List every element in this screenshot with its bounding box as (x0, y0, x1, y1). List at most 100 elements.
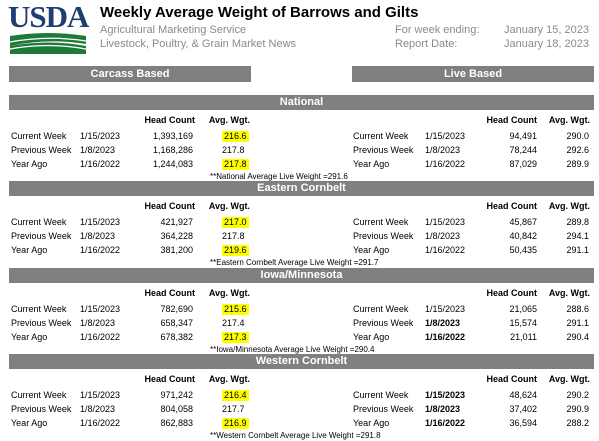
carcass-row-date: 1/8/2023 (80, 318, 116, 328)
live-row-head-count: 40,842 (509, 231, 537, 241)
live-row-avg-wgt: 288.6 (566, 304, 589, 314)
live-head-count-header: Head Count (486, 115, 538, 125)
live-row-date: 1/8/2023 (425, 404, 461, 414)
live-row-date: 1/15/2023 (425, 131, 466, 141)
carcass-row-head-count: 678,382 (160, 332, 193, 342)
live-row-avg-wgt: 291.1 (566, 245, 589, 255)
carcass-row-label: Previous Week (11, 404, 72, 414)
carcass-row-date: 1/15/2023 (80, 304, 121, 314)
live-row-label: Year Ago (353, 332, 390, 342)
live-row-date: 1/15/2023 (425, 304, 466, 314)
live-row-label: Year Ago (353, 245, 390, 255)
live-avg-wgt-header: Avg. Wgt. (548, 374, 590, 384)
live-row-label: Current Week (353, 217, 409, 227)
live-row-head-count: 15,574 (509, 318, 537, 328)
live-head-count-header: Head Count (486, 201, 538, 211)
carcass-row-date: 1/16/2022 (80, 159, 121, 169)
report-date-label: Report Date: (395, 38, 458, 50)
carcass-row-label: Current Week (11, 390, 67, 400)
carcass-avg-wgt-header: Avg. Wgt. (208, 201, 250, 211)
carcass-head-count-header: Head Count (144, 374, 196, 384)
carcass-row-date: 1/15/2023 (80, 131, 121, 141)
live-row-label: Previous Week (353, 404, 414, 414)
carcass-row-label: Current Week (11, 217, 67, 227)
carcass-row-head-count: 1,168,286 (152, 145, 193, 155)
carcass-avg-wgt-header: Avg. Wgt. (208, 374, 250, 384)
carcass-row-date: 1/16/2022 (80, 332, 121, 342)
carcass-avg-wgt-header: Avg. Wgt. (208, 288, 250, 298)
carcass-head-count-header: Head Count (144, 115, 196, 125)
live-row-avg-wgt: 292.6 (566, 145, 589, 155)
live-row-label: Current Week (353, 390, 409, 400)
live-row-head-count: 36,594 (509, 418, 537, 428)
region-average-note: **National Average Live Weight =291.6 (210, 172, 348, 181)
carcass-row-label: Year Ago (11, 245, 48, 255)
live-row-date: 1/16/2022 (425, 332, 466, 342)
carcass-row-head-count: 1,393,169 (152, 131, 193, 141)
live-row-avg-wgt: 288.2 (566, 418, 589, 428)
carcass-row-avg-wgt: 216.9 (222, 418, 249, 429)
region-average-note: **Iowa/Minnesota Average Live Weight =29… (210, 345, 375, 354)
carcass-row-avg-wgt: 216.4 (222, 390, 249, 401)
live-row-date: 1/16/2022 (425, 245, 466, 255)
region-header: Western Cornbelt (9, 354, 594, 369)
live-row-label: Current Week (353, 304, 409, 314)
live-row-head-count: 37,402 (509, 404, 537, 414)
live-row-label: Year Ago (353, 418, 390, 428)
live-avg-wgt-header: Avg. Wgt. (548, 115, 590, 125)
carcass-row-date: 1/15/2023 (80, 217, 121, 227)
carcass-row-avg-wgt: 217.7 (222, 404, 245, 414)
live-row-head-count: 78,244 (509, 145, 537, 155)
live-row-head-count: 87,029 (509, 159, 537, 169)
live-row-avg-wgt: 289.8 (566, 217, 589, 227)
carcass-head-count-header: Head Count (144, 288, 196, 298)
carcass-row-head-count: 971,242 (160, 390, 193, 400)
live-row-date: 1/8/2023 (425, 318, 461, 328)
carcass-row-head-count: 782,690 (160, 304, 193, 314)
carcass-row-avg-wgt: 217.8 (222, 159, 249, 170)
region-header: National (9, 95, 594, 110)
carcass-row-label: Year Ago (11, 332, 48, 342)
carcass-avg-wgt-header: Avg. Wgt. (208, 115, 250, 125)
carcass-row-label: Previous Week (11, 318, 72, 328)
live-head-count-header: Head Count (486, 288, 538, 298)
live-row-avg-wgt: 290.2 (566, 390, 589, 400)
carcass-row-head-count: 381,200 (160, 245, 193, 255)
carcass-row-head-count: 1,244,083 (152, 159, 193, 169)
carcass-row-avg-wgt: 217.0 (222, 217, 249, 228)
carcass-row-head-count: 862,883 (160, 418, 193, 428)
carcass-row-date: 1/8/2023 (80, 145, 116, 155)
report-title: Weekly Average Weight of Barrows and Gil… (100, 4, 419, 21)
agency-name: Agricultural Marketing Service (100, 24, 247, 36)
carcass-row-head-count: 364,228 (160, 231, 193, 241)
carcass-row-date: 1/16/2022 (80, 245, 121, 255)
carcass-row-date: 1/16/2022 (80, 418, 121, 428)
live-row-label: Previous Week (353, 231, 414, 241)
live-row-head-count: 48,624 (509, 390, 537, 400)
week-ending-value: January 15, 2023 (503, 24, 589, 36)
live-row-head-count: 21,011 (510, 332, 537, 342)
live-row-date: 1/8/2023 (425, 231, 461, 241)
carcass-row-date: 1/8/2023 (80, 404, 116, 414)
live-row-head-count: 50,435 (509, 245, 537, 255)
carcass-row-avg-wgt: 217.8 (222, 145, 245, 155)
report-date-value: January 18, 2023 (503, 38, 589, 50)
carcass-row-label: Current Week (11, 304, 67, 314)
live-row-head-count: 94,491 (509, 131, 537, 141)
region-average-note: **Eastern Cornbelt Average Live Weight =… (210, 258, 379, 267)
live-row-date: 1/16/2022 (425, 159, 466, 169)
usda-logo-swoosh-icon (9, 33, 87, 54)
region-header: Iowa/Minnesota (9, 268, 594, 283)
carcass-row-label: Previous Week (11, 145, 72, 155)
live-row-label: Current Week (353, 131, 409, 141)
carcass-row-avg-wgt: 217.4 (222, 318, 245, 328)
carcass-row-label: Previous Week (11, 231, 72, 241)
usda-logo-text: USDA (8, 0, 89, 34)
live-row-date: 1/8/2023 (425, 145, 461, 155)
live-row-avg-wgt: 290.9 (566, 404, 589, 414)
carcass-row-avg-wgt: 217.8 (222, 231, 245, 241)
division-name: Livestock, Poultry, & Grain Market News (100, 38, 297, 50)
carcass-row-label: Year Ago (11, 159, 48, 169)
carcass-row-date: 1/8/2023 (80, 231, 116, 241)
live-head-count-header: Head Count (486, 374, 538, 384)
